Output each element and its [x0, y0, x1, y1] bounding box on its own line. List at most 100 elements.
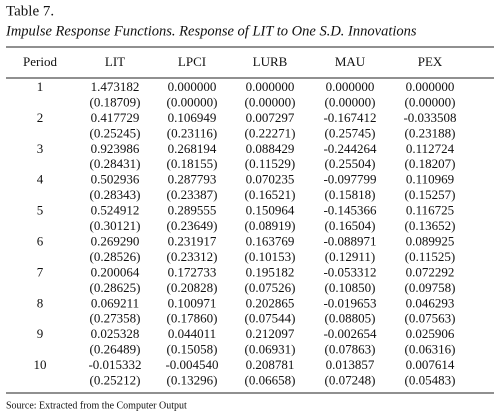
value-cell: 0.208781 [246, 357, 295, 372]
value-cell: 0.202865 [246, 295, 295, 310]
value-cell: 0.072292 [406, 264, 455, 279]
period-cell: 6 [37, 233, 44, 248]
error-cell: (0.17860) [167, 311, 218, 326]
value-cell: 0.070235 [246, 172, 295, 187]
error-cell: (0.23188) [405, 125, 456, 140]
error-cell: (0.25504) [325, 156, 376, 171]
value-cell: 0.013857 [326, 357, 375, 372]
error-cell: (0.06931) [245, 342, 296, 357]
value-cell: -0.088971 [323, 233, 376, 248]
value-cell: -0.004540 [165, 357, 218, 372]
value-cell: 0.000000 [406, 79, 455, 94]
value-cell: 0.000000 [246, 79, 295, 94]
value-cell: -0.015332 [88, 357, 141, 372]
column-header: PEX [418, 54, 443, 69]
column-header: Period [23, 54, 57, 69]
error-cell: (0.11525) [405, 249, 455, 264]
value-cell: 0.110969 [406, 172, 454, 187]
value-cell: 0.231917 [168, 233, 217, 248]
error-cell: (0.10153) [245, 249, 296, 264]
value-cell: 0.524912 [91, 203, 140, 218]
value-cell: 0.044011 [168, 326, 216, 341]
error-cell: (0.07563) [405, 311, 456, 326]
error-cell: (0.13652) [405, 218, 456, 233]
value-cell: -0.097799 [323, 172, 376, 187]
error-cell: (0.18207) [405, 156, 456, 171]
value-cell: 0.007297 [246, 110, 295, 125]
value-cell: -0.053312 [323, 264, 376, 279]
value-cell: 0.089925 [406, 233, 455, 248]
error-cell: (0.15818) [325, 187, 376, 202]
source-note: Source: Extracted from the Computer Outp… [6, 400, 187, 411]
error-cell: (0.23649) [167, 218, 218, 233]
error-cell: (0.25745) [325, 125, 376, 140]
error-cell: (0.18709) [90, 94, 141, 109]
value-cell: 0.268194 [168, 141, 217, 156]
period-cell: 8 [37, 295, 44, 310]
error-cell: (0.18155) [167, 156, 218, 171]
error-cell: (0.00000) [245, 94, 296, 109]
value-cell: -0.033508 [403, 110, 456, 125]
error-cell: (0.00000) [325, 94, 376, 109]
error-cell: (0.08919) [245, 218, 296, 233]
error-cell: (0.12911) [325, 249, 375, 264]
error-cell: (0.06658) [245, 373, 296, 388]
period-cell: 9 [37, 326, 44, 341]
error-cell: (0.23116) [167, 125, 217, 140]
period-cell: 7 [37, 264, 44, 279]
value-cell: 0.112724 [406, 141, 455, 156]
error-cell: (0.00000) [405, 94, 456, 109]
value-cell: 0.150964 [246, 203, 295, 218]
value-cell: 0.000000 [326, 79, 375, 94]
error-cell: (0.25212) [90, 373, 141, 388]
error-cell: (0.15257) [405, 187, 456, 202]
error-cell: (0.28431) [90, 156, 141, 171]
value-cell: -0.145366 [323, 203, 377, 218]
error-cell: (0.07863) [325, 342, 376, 357]
error-cell: (0.05483) [405, 373, 456, 388]
error-cell: (0.15058) [167, 342, 218, 357]
value-cell: 0.195182 [246, 264, 295, 279]
error-cell: (0.16521) [245, 187, 296, 202]
value-cell: 0.025328 [91, 326, 140, 341]
value-cell: 0.200064 [91, 264, 140, 279]
value-cell: 0.212097 [246, 326, 295, 341]
column-header: MAU [335, 54, 366, 69]
value-cell: 0.502936 [91, 172, 140, 187]
period-cell: 5 [37, 203, 44, 218]
period-cell: 3 [37, 141, 44, 156]
error-cell: (0.09758) [405, 280, 456, 295]
value-cell: 0.269290 [91, 233, 140, 248]
table-title: Table 7. [6, 3, 54, 19]
error-cell: (0.07544) [245, 311, 296, 326]
value-cell: 0.289555 [168, 203, 217, 218]
error-cell: (0.11529) [245, 156, 295, 171]
column-header: LURB [253, 54, 288, 69]
value-cell: 0.100971 [168, 295, 217, 310]
value-cell: 0.000000 [168, 79, 217, 94]
period-cell: 1 [37, 79, 44, 94]
error-cell: (0.25245) [90, 125, 141, 140]
table-subtitle: Impulse Response Functions. Response of … [5, 23, 417, 39]
error-cell: (0.23387) [167, 187, 218, 202]
value-cell: 0.287793 [168, 172, 217, 187]
error-cell: (0.22271) [245, 125, 296, 140]
period-cell: 4 [37, 172, 44, 187]
value-cell: 1.473182 [91, 79, 140, 94]
error-cell: (0.28625) [90, 280, 141, 295]
value-cell: 0.007614 [406, 357, 455, 372]
error-cell: (0.30121) [90, 218, 141, 233]
value-cell: 0.923986 [91, 141, 140, 156]
error-cell: (0.23312) [167, 249, 218, 264]
error-cell: (0.28343) [90, 187, 141, 202]
error-cell: (0.26489) [90, 342, 141, 357]
value-cell: -0.019653 [323, 295, 376, 310]
value-cell: 0.088429 [246, 141, 295, 156]
column-header: LIT [105, 54, 125, 69]
column-header: LPCI [178, 54, 206, 69]
value-cell: 0.172733 [168, 264, 217, 279]
error-cell: (0.28526) [90, 249, 141, 264]
error-cell: (0.13296) [167, 373, 218, 388]
error-cell: (0.06316) [405, 342, 456, 357]
